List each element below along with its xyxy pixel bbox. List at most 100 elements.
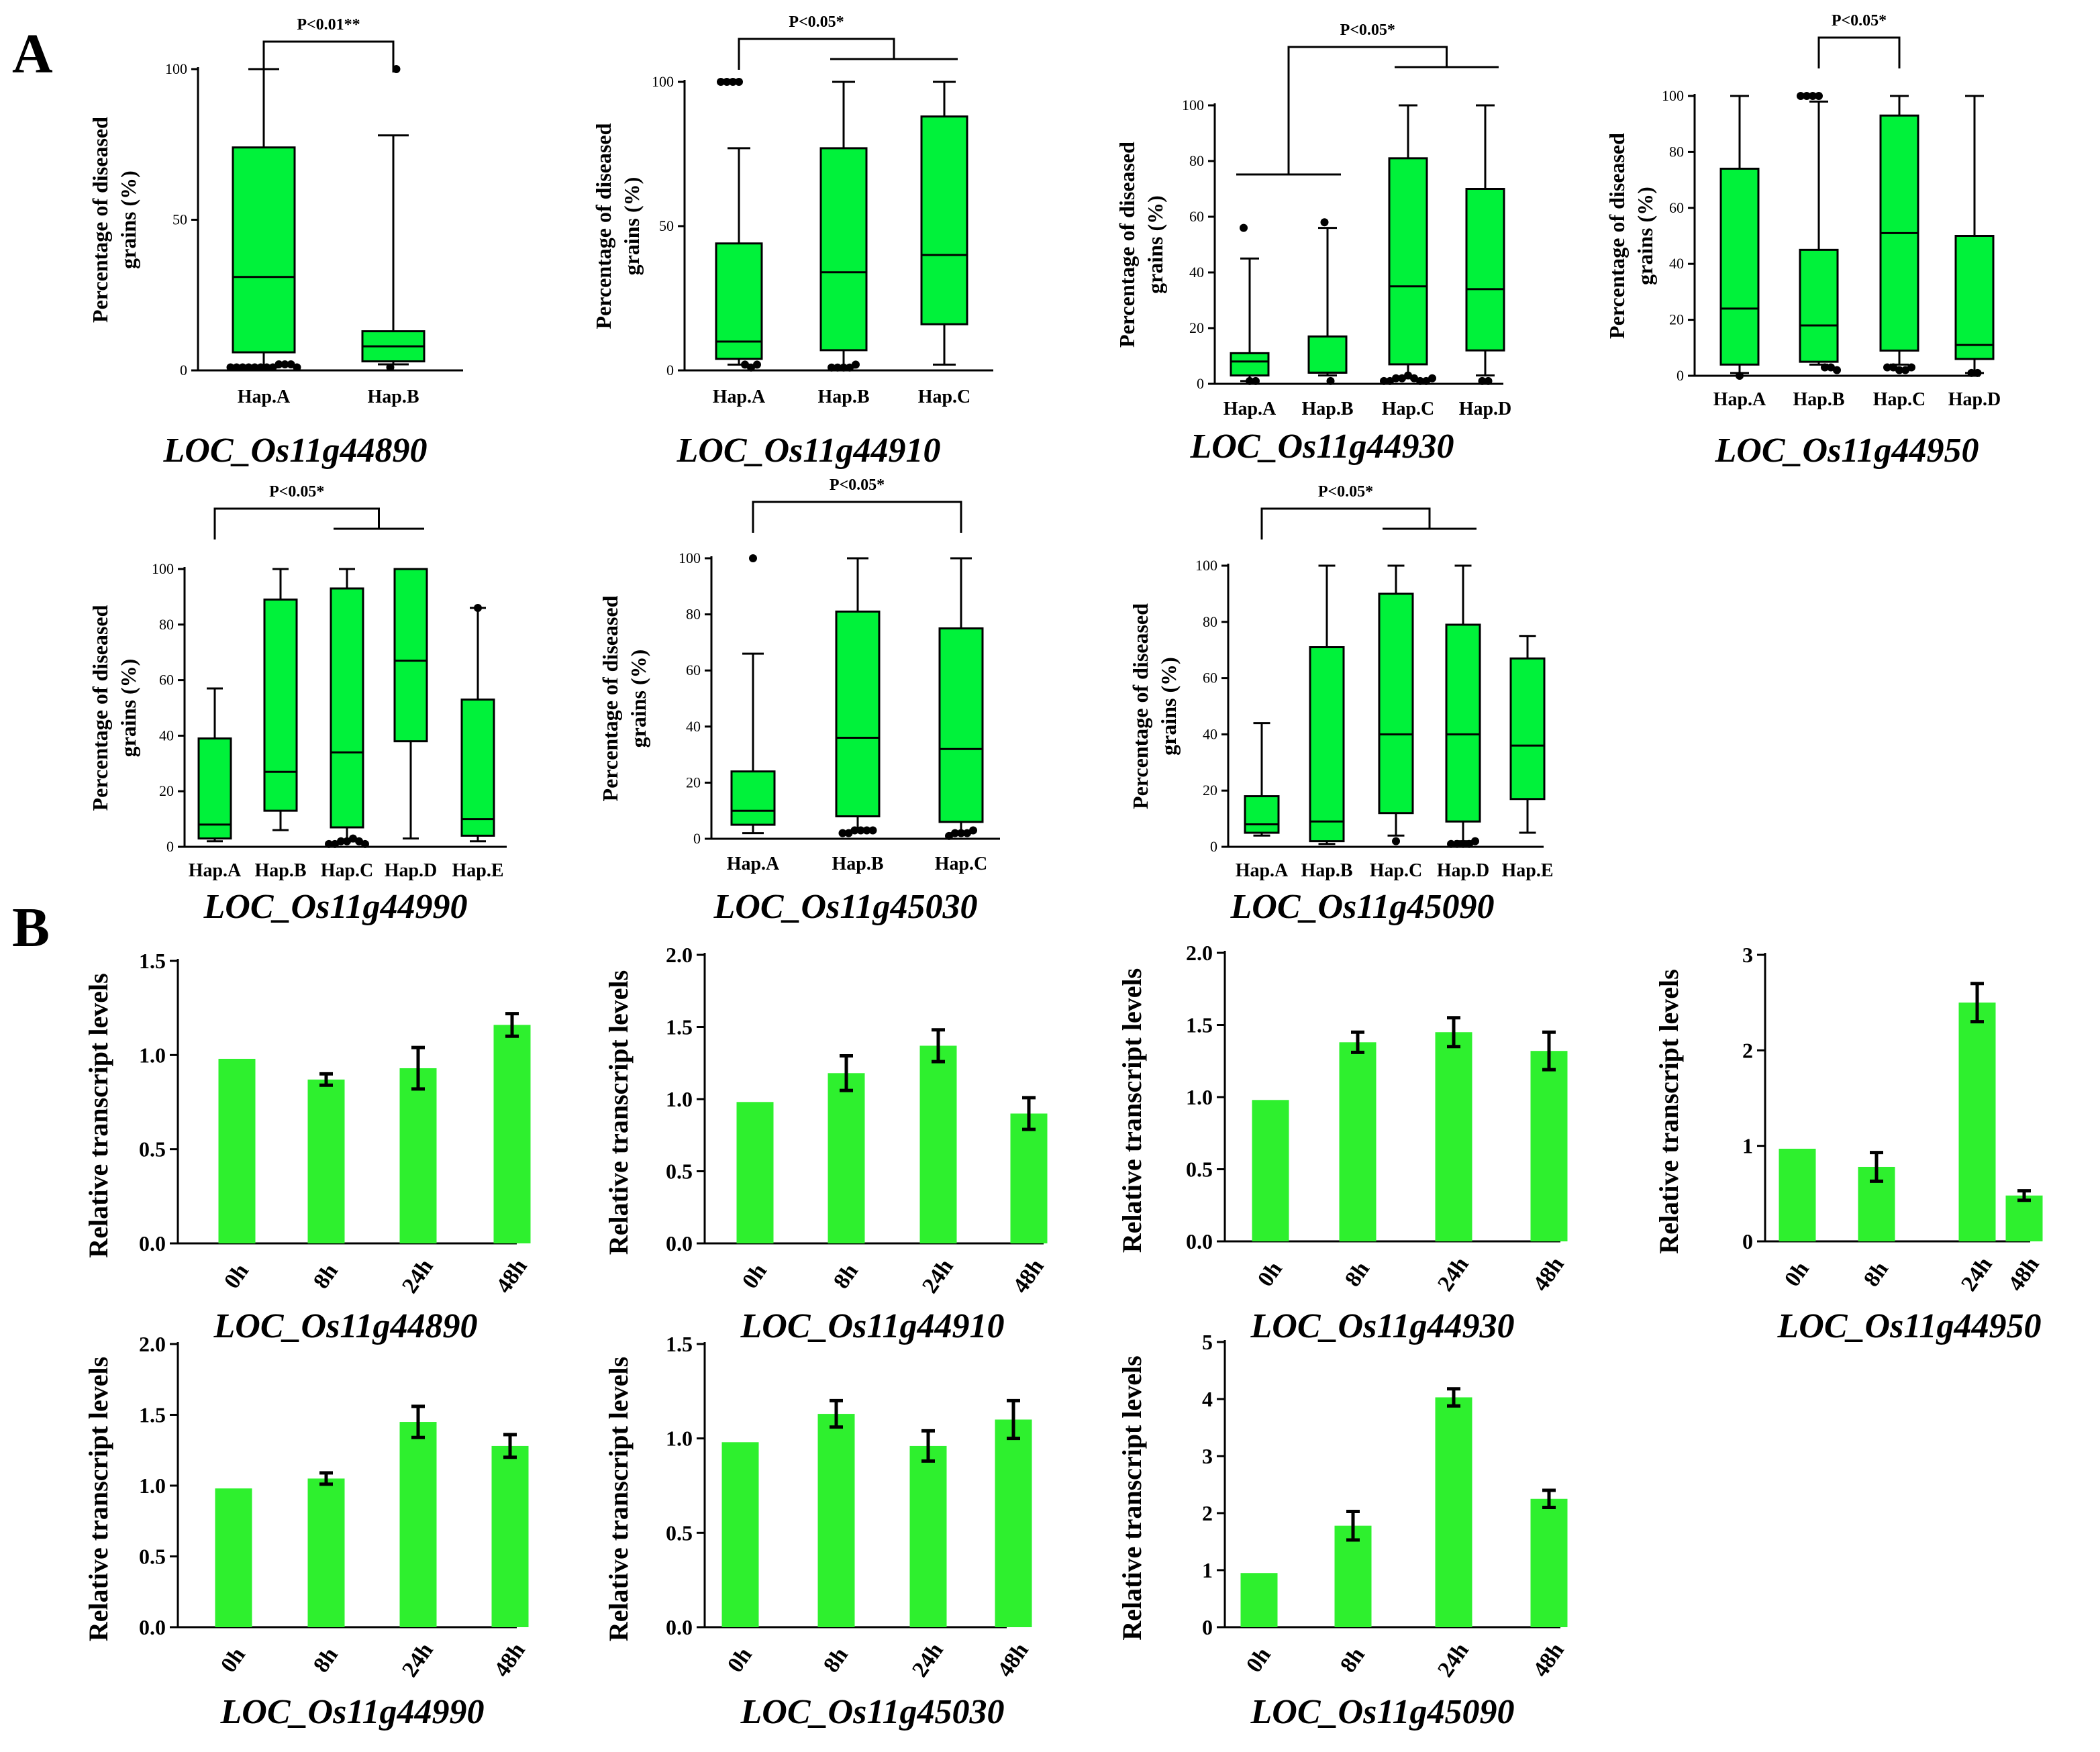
outlier-point [1973,368,1982,377]
box-iqr [819,147,868,352]
category-label: 24h [917,1255,958,1298]
outlier-point [1803,92,1811,100]
category-label: 48h [1008,1255,1049,1298]
y-tick-label: 0 [666,362,674,378]
y-tick-label: 0.5 [139,1137,166,1162]
y-tick-label: 40 [1203,725,1217,742]
outlier-point [1907,363,1915,372]
box-iqr [1309,646,1345,843]
category-label: Hap.A [189,860,242,881]
y-tick-label: 2 [1742,1038,1753,1062]
y-tick-label: 40 [1669,255,1684,272]
y-axis-label: Relative transcript levels [603,1357,634,1641]
category-label: Hap.C [935,854,988,874]
y-tick-label: 100 [679,550,701,566]
category-label: Hap.B [832,854,883,874]
category-label: Hap.B [1793,389,1844,410]
significance-bracket: P<0.05* [738,13,958,70]
y-tick-label: 60 [686,662,701,678]
significance-bracket: P<0.05* [1817,12,1901,68]
outlier-point [274,360,283,369]
chart-title: LOC_Os11g45030 [713,888,978,926]
boxplot-A7: 0 20 40 60 80 100 Percentage of diseased grains… [1128,483,1554,926]
significance-label: P<0.05* [1340,21,1395,39]
outlier-point [1404,371,1412,380]
y-tick-label: 0.5 [666,1521,693,1545]
category-label: 48h [1528,1253,1569,1296]
barchart-B7: 0 1 2 3 4 5 Relative transcript levels 0h 8h 24h 4… [1117,1330,1569,1731]
category-label: 8h [309,1259,343,1294]
y-axis-label-line2: grains (%) [116,659,140,758]
y-tick-label: 20 [159,782,174,799]
outlier-point [262,363,271,372]
y-tick-label: 1 [1742,1134,1753,1158]
y-tick-label: 1.0 [666,1087,693,1111]
outlier-point [747,363,755,372]
category-label: Hap.E [1501,860,1553,881]
box-Hap.A [1230,223,1270,385]
y-tick-label: 1.5 [1186,1013,1213,1037]
y-tick-label: 1.5 [666,1332,693,1356]
outlier-point [1252,376,1260,385]
box-Hap.C [1378,564,1414,845]
y-axis-label-line1: Percentage of diseased [591,123,615,329]
bar-8h [817,1414,855,1627]
outlier-point [749,554,757,562]
box-iqr [1719,167,1760,366]
chart-title: LOC_Os11g44930 [1250,1307,1515,1345]
outlier-point [1967,368,1976,377]
boxplot-A5: 0 20 40 60 80 100 Percentage of diseased grains… [88,483,507,926]
outlier-point [1386,376,1394,385]
category-label: Hap.A [238,387,291,407]
box-Hap.E [1509,635,1546,834]
category-label: 24h [1433,1253,1474,1296]
outlier-point [1478,376,1487,385]
category-label: Hap.B [817,387,869,407]
outlier-point [1380,376,1388,385]
category-label: Hap.C [321,860,374,881]
category-label: Hap.D [1459,399,1512,419]
bar-0h [1779,1148,1816,1241]
y-axis-label-line1: Percentage of diseased [88,117,112,323]
box-Hap.A [197,687,232,843]
outlier-point [1428,374,1436,382]
bar-24h [399,1068,437,1243]
y-axis-label-line2: grains (%) [1143,195,1167,294]
y-tick-label: 40 [159,727,174,743]
outlier-point [293,363,301,372]
y-tick-label: 1.5 [139,1403,166,1427]
y-axis-label-line1: Percentage of diseased [1128,603,1152,809]
outlier-point [963,829,971,837]
significance-label: P<0.05* [269,483,324,501]
category-label: 8h [829,1259,863,1294]
box-Hap.C [938,557,984,840]
category-label: 0h [723,1643,757,1678]
box-Hap.B [835,557,881,837]
y-tick-label: 100 [1195,557,1217,574]
category-label: Hap.A [727,854,780,874]
y-axis-label: Relative transcript levels [1117,968,1147,1253]
bar-8h [307,1079,345,1243]
box-Hap.D [393,568,428,840]
y-tick-label: 20 [686,774,701,790]
significance-label: P<0.01** [297,16,360,34]
outlier-point [1901,366,1909,374]
barchart-B1: 0.0 0.5 1.0 1.5 Relative transcript levels 0h… [83,949,532,1345]
outlier-point [244,363,253,372]
outlier-point [834,363,842,372]
boxplot-A6: 0 20 40 60 80 100 Percentage of diseased grains… [598,476,1000,926]
chart-title: LOC_Os11g44990 [220,1693,485,1731]
y-tick-label: 1.0 [139,1043,166,1067]
y-axis-label-line1: Percentage of diseased [1605,133,1629,339]
box-iqr [460,699,495,837]
outlier-point [844,829,853,837]
bar-48h [493,1025,531,1243]
y-tick-label: 1 [1202,1558,1213,1582]
bar-24h [909,1445,947,1627]
outlier-point [1484,376,1493,385]
bracket-line [213,507,380,539]
category-label: 8h [1336,1643,1370,1678]
outlier-point [1416,376,1424,385]
boxplot-A1: 0 50 100 Percentage of diseased grains (%) Ha… [88,16,463,470]
